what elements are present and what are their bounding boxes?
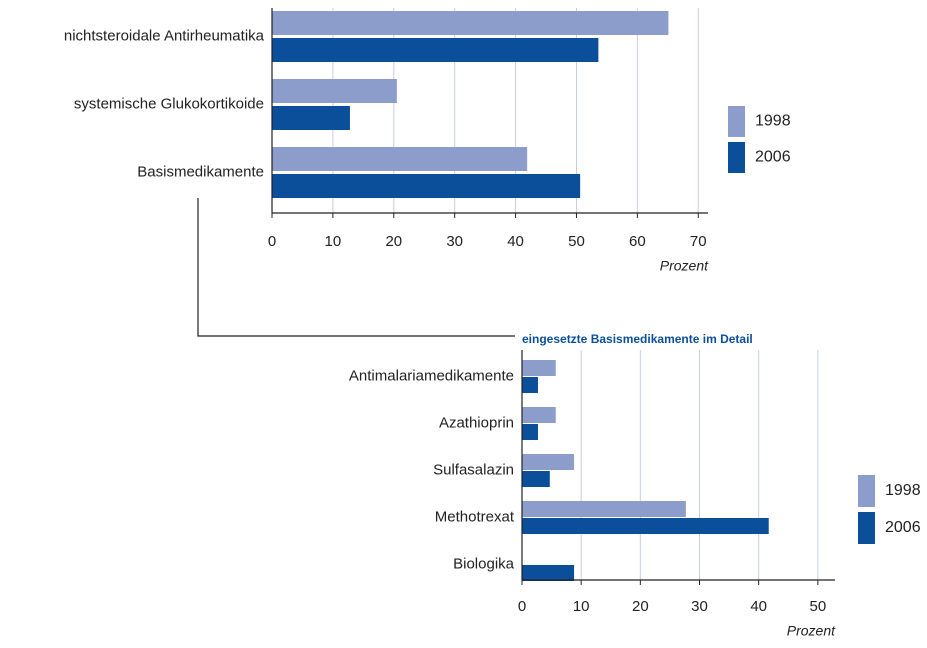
bar <box>272 174 581 198</box>
chart-title: eingesetzte Basismedikamente im Detail <box>522 332 753 346</box>
legend-swatch <box>858 512 875 544</box>
x-tick-label: 40 <box>750 598 767 615</box>
y-tick-label: Sulfasalazin <box>433 461 514 478</box>
y-tick-label: Azathioprin <box>439 414 514 431</box>
x-tick-label: 20 <box>632 598 649 615</box>
x-axis-label: Prozent <box>787 623 836 639</box>
x-tick-label: 0 <box>518 598 526 615</box>
x-tick-label: 10 <box>325 233 342 250</box>
x-axis-label: Prozent <box>660 258 709 274</box>
bar <box>522 377 538 393</box>
x-tick-label: 10 <box>573 598 590 615</box>
bar <box>522 360 556 376</box>
x-tick-label: 70 <box>690 233 707 250</box>
connector <box>197 198 515 337</box>
y-tick-label: nichtsteroidale Antirheumatika <box>64 27 265 44</box>
y-tick-label: Biologika <box>453 555 515 572</box>
y-tick-label: Antimalariamedikamente <box>349 367 514 384</box>
legend-label: 2006 <box>885 519 921 536</box>
bar <box>522 471 550 487</box>
x-tick-label: 20 <box>385 233 402 250</box>
bar <box>522 424 538 440</box>
legend-label: 1998 <box>755 113 791 130</box>
y-tick-label: Basismedikamente <box>137 163 264 180</box>
x-tick-label: 0 <box>268 233 276 250</box>
x-tick-label: 60 <box>629 233 646 250</box>
bar <box>522 501 686 517</box>
bar <box>272 147 528 171</box>
bar <box>272 106 350 130</box>
x-tick-label: 50 <box>568 233 585 250</box>
bar <box>522 407 556 423</box>
bar <box>272 11 669 35</box>
bar <box>522 454 575 470</box>
bar <box>522 518 769 534</box>
bar <box>272 79 397 103</box>
x-tick-label: 50 <box>809 598 826 615</box>
bar <box>522 565 575 581</box>
x-tick-label: 40 <box>507 233 524 250</box>
x-tick-label: 30 <box>446 233 463 250</box>
x-tick-label: 30 <box>691 598 708 615</box>
legend-swatch <box>728 106 745 137</box>
legend-swatch <box>858 475 875 507</box>
y-tick-label: systemische Glukokortikoide <box>74 95 264 112</box>
bar <box>272 38 599 62</box>
y-tick-label: Methotrexat <box>435 508 515 525</box>
legend-swatch <box>728 142 745 173</box>
legend-label: 2006 <box>755 149 791 166</box>
legend-label: 1998 <box>885 482 921 499</box>
